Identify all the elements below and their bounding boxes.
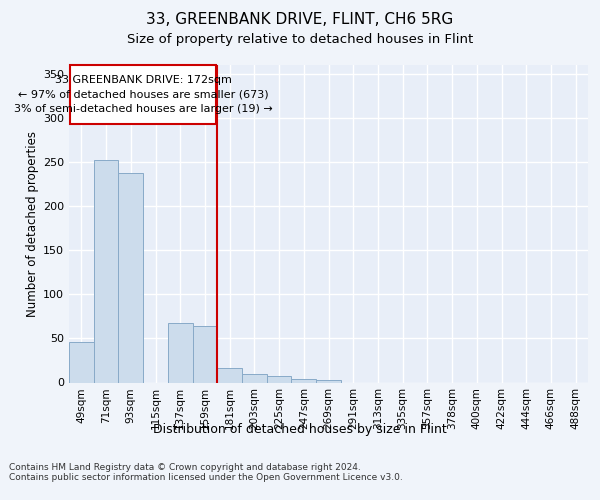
Y-axis label: Number of detached properties: Number of detached properties xyxy=(26,130,39,317)
FancyBboxPatch shape xyxy=(70,65,216,124)
Text: Size of property relative to detached houses in Flint: Size of property relative to detached ho… xyxy=(127,32,473,46)
Bar xyxy=(69,342,94,382)
Bar xyxy=(217,368,242,382)
Bar xyxy=(292,379,316,382)
Bar xyxy=(267,376,292,382)
Text: 33, GREENBANK DRIVE, FLINT, CH6 5RG: 33, GREENBANK DRIVE, FLINT, CH6 5RG xyxy=(146,12,454,28)
Bar xyxy=(316,380,341,382)
Text: 33 GREENBANK DRIVE: 172sqm
← 97% of detached houses are smaller (673)
3% of semi: 33 GREENBANK DRIVE: 172sqm ← 97% of deta… xyxy=(14,74,272,114)
Text: Contains HM Land Registry data © Crown copyright and database right 2024.
Contai: Contains HM Land Registry data © Crown c… xyxy=(9,462,403,482)
Bar xyxy=(242,374,267,382)
Bar xyxy=(118,174,143,382)
Text: Distribution of detached houses by size in Flint: Distribution of detached houses by size … xyxy=(153,422,447,436)
Bar xyxy=(94,160,118,382)
Bar xyxy=(168,322,193,382)
Bar xyxy=(193,326,217,382)
